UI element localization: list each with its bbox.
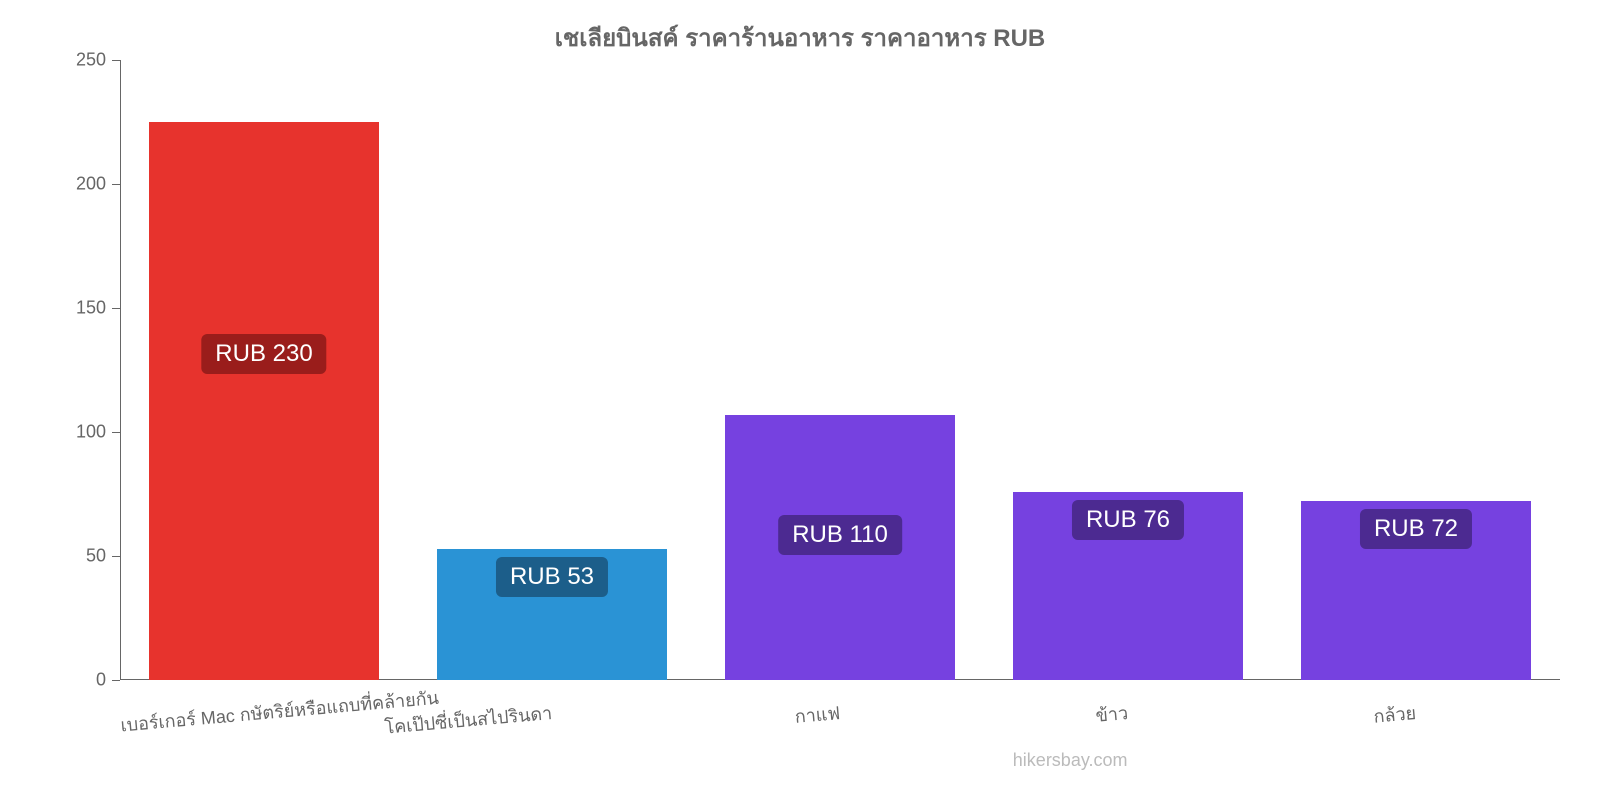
bar-value-label: RUB 53 [496,557,608,597]
bar [149,122,379,680]
bar-value-label: RUB 230 [201,334,326,374]
watermark-text: hikersbay.com [1013,750,1128,771]
chart-container: เชเลียบินสค์ ราคาร้านอาหาร ราคาอาหาร RUB… [0,0,1600,800]
y-tick-label: 50 [86,546,120,567]
chart-title: เชเลียบินสค์ ราคาร้านอาหาร ราคาอาหาร RUB [0,18,1600,57]
plot-area: 050100150200250RUB 230เบอร์เกอร์ Mac กษั… [120,60,1560,680]
y-tick-label: 250 [76,50,120,71]
y-tick-label: 200 [76,174,120,195]
y-tick-label: 0 [96,670,120,691]
bar-value-label: RUB 72 [1360,509,1472,549]
y-tick-label: 150 [76,298,120,319]
y-axis [120,60,121,680]
bar-value-label: RUB 76 [1072,500,1184,540]
y-tick-label: 100 [76,422,120,443]
bar-value-label: RUB 110 [778,515,902,555]
